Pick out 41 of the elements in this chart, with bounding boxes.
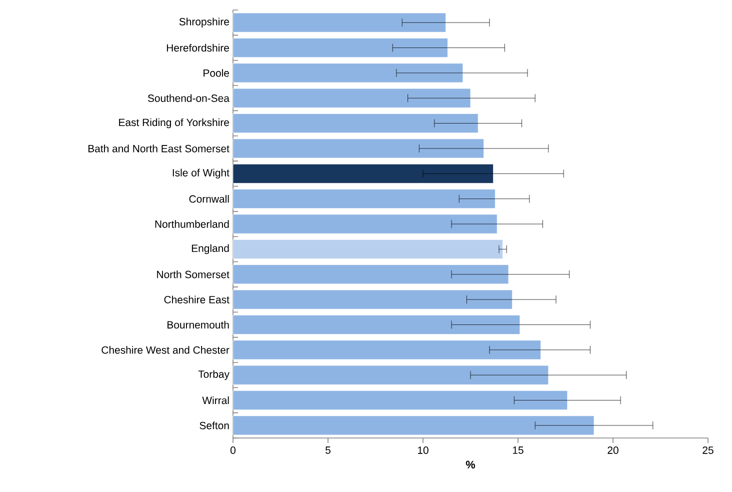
y-tick-label: East Riding of Yorkshire (119, 118, 229, 128)
bar (232, 164, 494, 184)
bar (232, 340, 542, 360)
x-tick-label: 5 (326, 446, 330, 454)
bar (232, 214, 498, 234)
y-tick-label: Cheshire West and Chester (102, 346, 230, 354)
bar (232, 264, 509, 284)
bar (232, 88, 471, 108)
y-tick-label: Poole (204, 69, 230, 77)
x-tick-label: 25 (702, 446, 714, 454)
y-tick-label: Cornwall (189, 194, 229, 203)
bar (232, 416, 594, 436)
y-tick-label: North Somerset (157, 270, 230, 278)
y-tick-label: Torbay (198, 370, 230, 380)
y-tick-label: Cheshire East (164, 296, 230, 304)
x-tick-label: 10 (418, 446, 428, 454)
bar (232, 114, 478, 134)
bar (232, 138, 484, 158)
bar (232, 365, 549, 385)
y-tick-label: Herefordshire (166, 44, 229, 52)
bar (232, 189, 496, 209)
bar (232, 12, 446, 32)
bar (232, 63, 464, 83)
y-tick-label: Wirral (202, 396, 229, 404)
y-tick-label: Bath and North East Somerset (88, 144, 230, 152)
y-tick-label: Southend-on-Sea (148, 94, 230, 102)
bar (232, 390, 568, 410)
bar (232, 38, 448, 58)
x-tick-label: 15 (512, 446, 524, 454)
x-axis-title: % (466, 460, 476, 468)
x-tick-label: 0 (230, 446, 236, 454)
y-tick-label: England (192, 244, 229, 254)
y-tick-label: Bournemouth (168, 320, 229, 329)
x-tick-label: 20 (608, 446, 618, 454)
y-tick-label: Sefton (200, 422, 229, 430)
y-tick-label: Shropshire (179, 18, 229, 28)
y-tick-label: Isle of Wight (172, 168, 230, 179)
bar (232, 314, 520, 334)
bar (232, 290, 513, 310)
bar (232, 239, 504, 259)
y-tick-label: Northumberland (155, 220, 229, 228)
